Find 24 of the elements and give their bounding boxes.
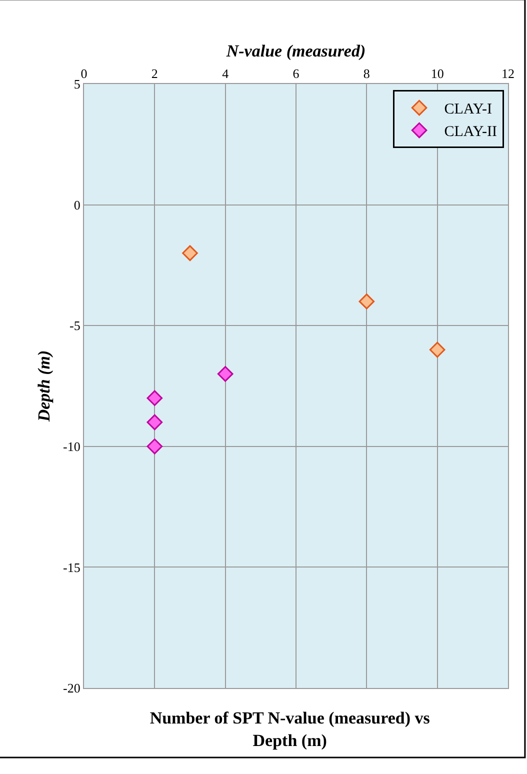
text: Number of SPT N-value (measured) vs Depth (m)	[150, 708, 430, 750]
x-tick-label: 8	[363, 66, 370, 81]
point	[146, 414, 163, 430]
point	[217, 366, 234, 382]
y-tick-label: -15	[63, 560, 80, 575]
y-tick-label: -10	[63, 438, 80, 454]
y-tick-label: 0	[74, 197, 80, 212]
legend-label: CLAY-II	[444, 124, 498, 140]
point	[182, 245, 198, 262]
x-tick-label: 4	[222, 66, 230, 81]
x-tick-label: 2	[151, 66, 158, 81]
y-tick-label: 5	[74, 76, 80, 92]
point	[146, 390, 163, 406]
x-tick-label: 6	[292, 66, 300, 81]
legend-label: CLAY-I	[444, 102, 492, 118]
y-axis-title: Depth (m)	[34, 350, 54, 423]
point	[146, 438, 163, 454]
point	[358, 294, 375, 310]
x-tick-label: 10	[430, 66, 444, 81]
point	[429, 342, 446, 358]
y-tick-label: -5	[70, 318, 80, 334]
x-tick-label: 12	[502, 66, 514, 81]
x-axis-title: N-value (measured)	[225, 41, 366, 60]
y-tick-label: -20	[63, 680, 80, 696]
